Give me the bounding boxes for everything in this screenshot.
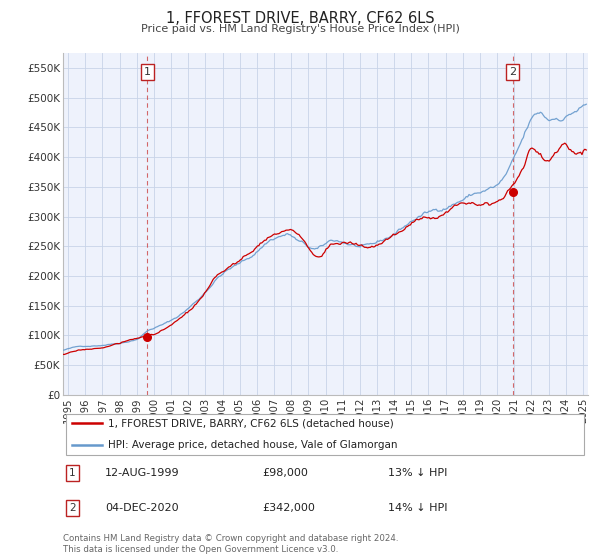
- Text: 2: 2: [70, 503, 76, 513]
- Text: 13% ↓ HPI: 13% ↓ HPI: [389, 468, 448, 478]
- Text: 2: 2: [509, 67, 517, 77]
- Text: 14% ↓ HPI: 14% ↓ HPI: [389, 503, 448, 513]
- Text: 04-DEC-2020: 04-DEC-2020: [105, 503, 179, 513]
- Text: 1: 1: [144, 67, 151, 77]
- Text: 1, FFOREST DRIVE, BARRY, CF62 6LS: 1, FFOREST DRIVE, BARRY, CF62 6LS: [166, 11, 434, 26]
- Text: 12-AUG-1999: 12-AUG-1999: [105, 468, 179, 478]
- Text: £98,000: £98,000: [263, 468, 308, 478]
- Text: Price paid vs. HM Land Registry's House Price Index (HPI): Price paid vs. HM Land Registry's House …: [140, 24, 460, 34]
- Text: 1: 1: [70, 468, 76, 478]
- Text: £342,000: £342,000: [263, 503, 316, 513]
- Text: Contains HM Land Registry data © Crown copyright and database right 2024.
This d: Contains HM Land Registry data © Crown c…: [63, 534, 398, 554]
- Text: HPI: Average price, detached house, Vale of Glamorgan: HPI: Average price, detached house, Vale…: [107, 440, 397, 450]
- Text: 1, FFOREST DRIVE, BARRY, CF62 6LS (detached house): 1, FFOREST DRIVE, BARRY, CF62 6LS (detac…: [107, 418, 394, 428]
- FancyBboxPatch shape: [65, 414, 584, 455]
